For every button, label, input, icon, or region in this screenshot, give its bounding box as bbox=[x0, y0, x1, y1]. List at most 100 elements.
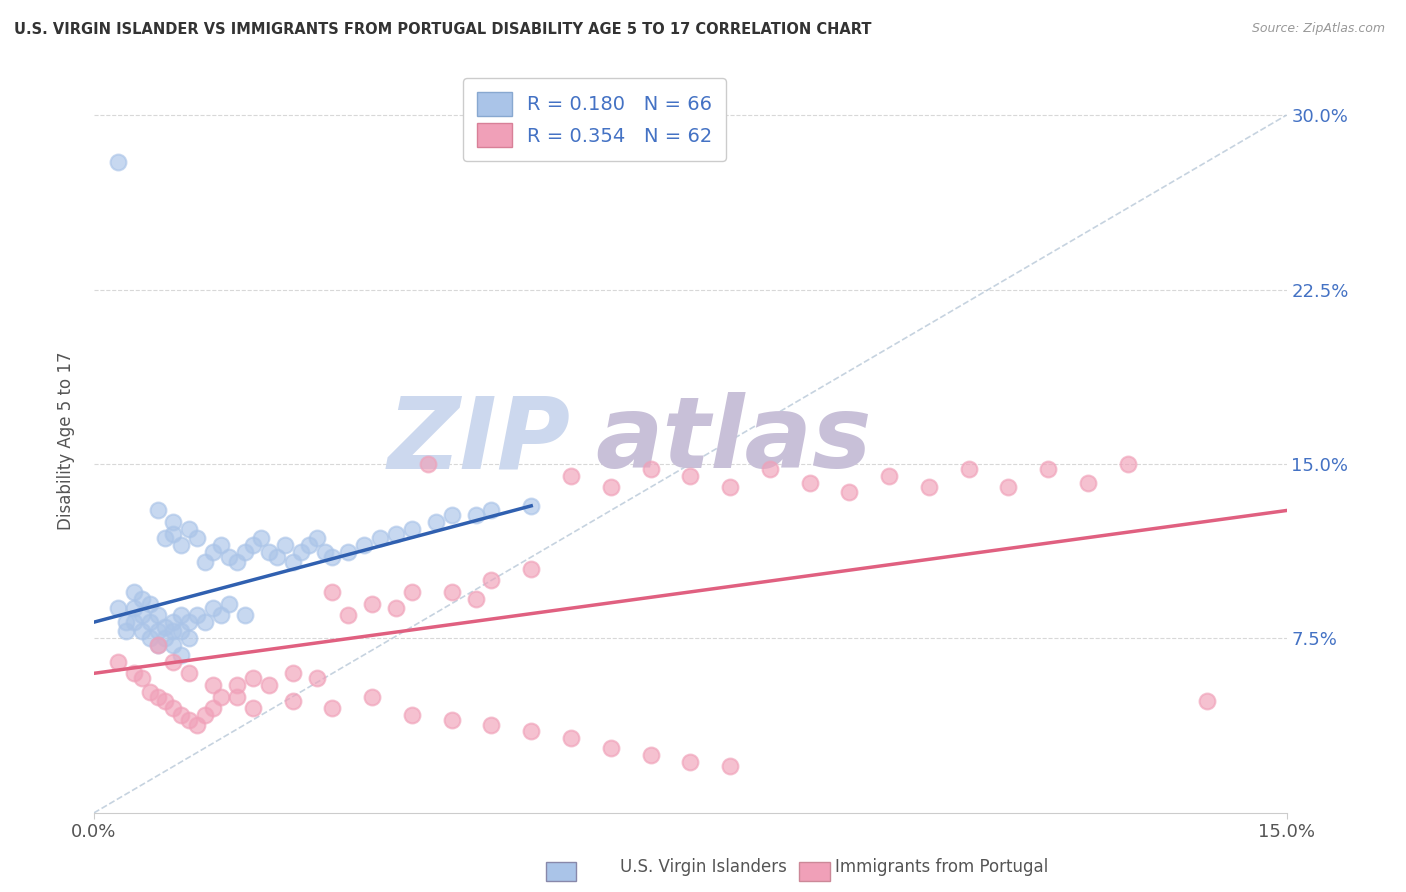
Point bbox=[481, 717, 503, 731]
Point bbox=[146, 690, 169, 704]
Point bbox=[122, 601, 145, 615]
Point bbox=[799, 475, 821, 490]
Point bbox=[679, 755, 702, 769]
Point bbox=[281, 666, 304, 681]
Point bbox=[520, 499, 543, 513]
Point bbox=[107, 601, 129, 615]
Point bbox=[146, 639, 169, 653]
Point bbox=[997, 480, 1019, 494]
Point bbox=[416, 457, 439, 471]
Point bbox=[162, 515, 184, 529]
Point bbox=[758, 461, 780, 475]
Point bbox=[194, 708, 217, 723]
Point bbox=[297, 538, 319, 552]
Point bbox=[186, 532, 208, 546]
Text: Immigrants from Portugal: Immigrants from Portugal bbox=[835, 858, 1049, 876]
Point bbox=[599, 740, 621, 755]
Point bbox=[481, 503, 503, 517]
Point bbox=[425, 515, 447, 529]
Point bbox=[385, 601, 408, 615]
Point bbox=[640, 747, 662, 762]
Point bbox=[179, 666, 201, 681]
Point bbox=[114, 615, 136, 629]
Point bbox=[520, 724, 543, 739]
Point bbox=[305, 671, 328, 685]
Point bbox=[1036, 461, 1059, 475]
Point bbox=[401, 708, 423, 723]
Point bbox=[170, 708, 193, 723]
Point bbox=[838, 484, 860, 499]
Point bbox=[114, 624, 136, 639]
Point bbox=[146, 503, 169, 517]
Point bbox=[233, 608, 256, 623]
Point bbox=[257, 678, 280, 692]
Point bbox=[138, 632, 160, 646]
Point bbox=[679, 468, 702, 483]
Point bbox=[290, 545, 312, 559]
Point bbox=[401, 585, 423, 599]
Point bbox=[337, 545, 360, 559]
Point bbox=[186, 717, 208, 731]
Point bbox=[146, 624, 169, 639]
Point bbox=[202, 601, 225, 615]
Point bbox=[440, 508, 463, 523]
Point bbox=[155, 632, 177, 646]
Point bbox=[170, 608, 193, 623]
Point bbox=[131, 608, 153, 623]
Point bbox=[368, 532, 391, 546]
Point bbox=[122, 615, 145, 629]
Point bbox=[266, 549, 288, 564]
Point bbox=[233, 545, 256, 559]
Point bbox=[250, 532, 273, 546]
Point bbox=[281, 694, 304, 708]
Point bbox=[314, 545, 336, 559]
Point bbox=[209, 608, 232, 623]
Point bbox=[162, 615, 184, 629]
Point bbox=[520, 562, 543, 576]
Point bbox=[155, 532, 177, 546]
Point bbox=[107, 655, 129, 669]
Point bbox=[131, 624, 153, 639]
Point bbox=[560, 468, 582, 483]
Point bbox=[162, 526, 184, 541]
Y-axis label: Disability Age 5 to 17: Disability Age 5 to 17 bbox=[58, 351, 75, 530]
Point bbox=[209, 538, 232, 552]
Point bbox=[242, 701, 264, 715]
Point bbox=[194, 615, 217, 629]
Point bbox=[122, 666, 145, 681]
Point bbox=[122, 585, 145, 599]
Legend: R = 0.180   N = 66, R = 0.354   N = 62: R = 0.180 N = 66, R = 0.354 N = 62 bbox=[464, 78, 727, 161]
Point bbox=[305, 532, 328, 546]
Point bbox=[242, 538, 264, 552]
Point bbox=[146, 639, 169, 653]
Point bbox=[186, 608, 208, 623]
Point bbox=[162, 639, 184, 653]
Point bbox=[718, 480, 741, 494]
Point bbox=[385, 526, 408, 541]
Point bbox=[179, 615, 201, 629]
Point bbox=[440, 713, 463, 727]
Text: atlas: atlas bbox=[595, 392, 872, 489]
Point bbox=[560, 731, 582, 746]
Point bbox=[162, 701, 184, 715]
Point bbox=[202, 545, 225, 559]
Point bbox=[209, 690, 232, 704]
Point bbox=[918, 480, 941, 494]
Point bbox=[321, 549, 343, 564]
Point bbox=[226, 678, 249, 692]
Text: ZIP: ZIP bbox=[388, 392, 571, 489]
Point bbox=[481, 574, 503, 588]
Point bbox=[242, 671, 264, 685]
Point bbox=[957, 461, 980, 475]
Point bbox=[202, 678, 225, 692]
Point bbox=[281, 555, 304, 569]
Point bbox=[179, 522, 201, 536]
Point bbox=[226, 690, 249, 704]
Point bbox=[440, 585, 463, 599]
Point bbox=[179, 632, 201, 646]
Point bbox=[361, 597, 384, 611]
Point bbox=[179, 713, 201, 727]
Point bbox=[718, 759, 741, 773]
Point bbox=[464, 508, 486, 523]
Point bbox=[155, 620, 177, 634]
